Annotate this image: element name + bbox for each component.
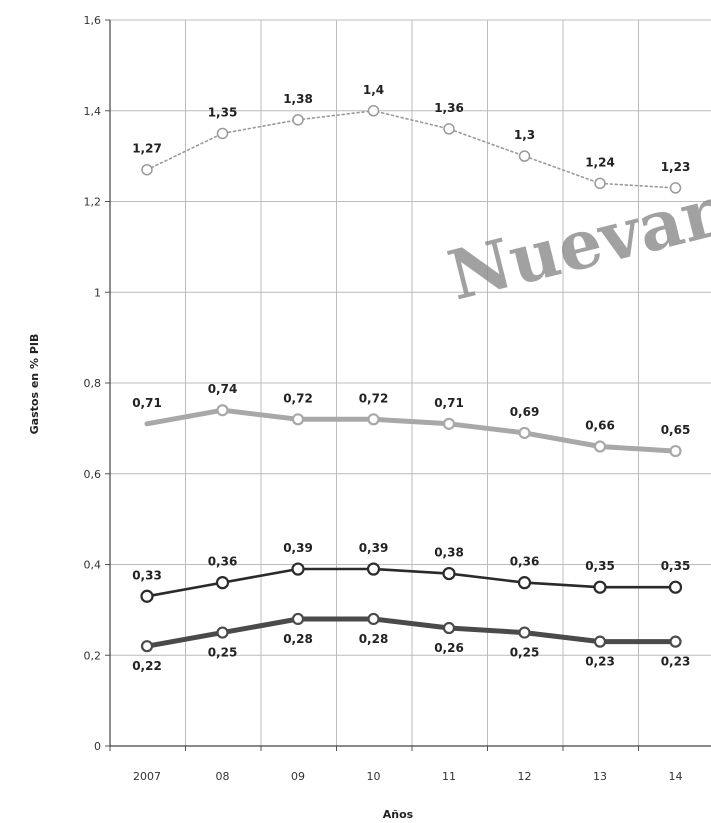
y-tick-label: 1,6 <box>84 14 102 27</box>
data-point <box>520 151 530 161</box>
data-point <box>293 564 304 575</box>
data-label: 0,28 <box>283 632 313 646</box>
data-point <box>670 582 681 593</box>
y-tick-label: 1,4 <box>84 105 102 118</box>
data-label: 0,69 <box>510 405 540 419</box>
data-label: 0,39 <box>283 541 313 555</box>
data-point <box>444 124 454 134</box>
data-point <box>369 414 379 424</box>
y-tick-label: 0,2 <box>84 649 102 662</box>
data-label: 0,36 <box>208 555 238 569</box>
data-label: 0,26 <box>434 641 464 655</box>
data-label: 0,71 <box>434 396 464 410</box>
data-point <box>218 405 228 415</box>
data-point <box>142 591 153 602</box>
data-label: 0,28 <box>359 632 389 646</box>
data-point <box>444 568 455 579</box>
data-point <box>293 614 303 624</box>
data-label: 0,25 <box>510 646 540 660</box>
x-axis-title: Años <box>383 808 414 821</box>
data-label: 1,38 <box>283 92 313 106</box>
data-label: 0,33 <box>132 568 162 582</box>
data-label: 0,38 <box>434 546 464 560</box>
data-label: 0,35 <box>661 559 691 573</box>
data-label: 0,25 <box>208 646 238 660</box>
data-point <box>595 637 605 647</box>
data-label: 0,23 <box>661 655 691 669</box>
data-point <box>520 628 530 638</box>
axes: 0 0,2 0,4 0,6 0,8 1 1,2 1,4 1,6 2007 08 09 10 11 12 13 1… <box>84 14 711 783</box>
data-point <box>519 577 530 588</box>
x-tick-label: 09 <box>291 770 305 783</box>
y-tick-label: 0,6 <box>84 468 102 481</box>
x-tick-label: 13 <box>593 770 607 783</box>
data-label: 0,72 <box>283 391 313 405</box>
data-point <box>671 637 681 647</box>
data-label: 1,4 <box>363 83 384 97</box>
x-tick-label: 08 <box>216 770 230 783</box>
y-tick-label: 0 <box>94 740 101 753</box>
data-label: 0,36 <box>510 555 540 569</box>
data-label: 1,24 <box>585 155 615 169</box>
data-point <box>142 165 152 175</box>
data-point <box>595 178 605 188</box>
data-point <box>293 115 303 125</box>
data-label: 0,66 <box>585 419 615 433</box>
data-label: 1,23 <box>661 160 691 174</box>
data-label: 1,27 <box>132 142 162 156</box>
data-point <box>369 106 379 116</box>
y-tick-label: 1,2 <box>84 196 102 209</box>
data-point <box>218 128 228 138</box>
data-label: 0,71 <box>132 396 162 410</box>
data-point <box>595 442 605 452</box>
watermark-text: Nuevare <box>441 162 711 316</box>
data-point <box>293 414 303 424</box>
data-point <box>595 582 606 593</box>
data-label: 0,74 <box>208 382 238 396</box>
data-point <box>218 628 228 638</box>
x-tick-label: 10 <box>367 770 381 783</box>
data-point <box>217 577 228 588</box>
data-point <box>444 419 454 429</box>
x-tick-label: 12 <box>518 770 532 783</box>
series-line <box>147 111 676 188</box>
x-tick-label: 14 <box>669 770 683 783</box>
y-tick-label: 0,8 <box>84 377 102 390</box>
data-point <box>369 614 379 624</box>
data-label: 0,22 <box>132 659 162 673</box>
data-point <box>671 446 681 456</box>
y-tick-label: 1 <box>94 286 101 299</box>
data-label: 0,72 <box>359 391 389 405</box>
data-point <box>142 641 152 651</box>
data-point <box>444 623 454 633</box>
y-axis-title: Gastos en % PIB <box>28 334 41 435</box>
y-tick-label: 0,4 <box>84 559 102 572</box>
data-label: 1,35 <box>208 105 238 119</box>
x-tick-label: 11 <box>442 770 456 783</box>
data-point <box>368 564 379 575</box>
data-label: 0,65 <box>661 423 691 437</box>
data-label: 1,36 <box>434 101 464 115</box>
data-label: 1,3 <box>514 128 535 142</box>
data-label: 0,39 <box>359 541 389 555</box>
data-point <box>520 428 530 438</box>
data-label: 0,23 <box>585 655 615 669</box>
data-label: 0,35 <box>585 559 615 573</box>
x-tick-label: 2007 <box>133 770 161 783</box>
